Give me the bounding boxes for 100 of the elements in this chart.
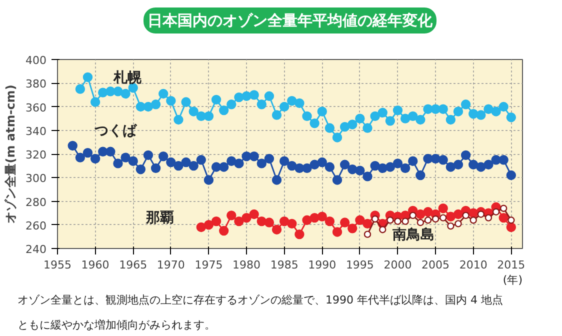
point: [402, 218, 409, 225]
x-tick-label: 2000: [384, 258, 412, 272]
point: [90, 154, 100, 164]
y-tick-label: 400: [26, 54, 47, 67]
x-tick-label: 1960: [81, 258, 110, 272]
point: [446, 114, 456, 125]
point: [158, 152, 168, 162]
x-tick-label: 2010: [459, 258, 488, 272]
point: [90, 97, 100, 107]
series-label: 南鳥島: [391, 226, 434, 243]
point: [462, 212, 470, 220]
point: [249, 90, 259, 100]
point: [272, 175, 282, 185]
point: [218, 226, 229, 236]
point: [340, 218, 350, 228]
point: [234, 216, 244, 226]
point: [294, 98, 304, 108]
point: [196, 222, 206, 232]
point: [416, 114, 426, 125]
y-tick-label: 340: [26, 124, 47, 138]
point: [355, 215, 365, 225]
point: [348, 120, 358, 130]
point: [355, 166, 365, 176]
point: [264, 218, 274, 228]
point: [294, 229, 304, 240]
point: [484, 104, 494, 114]
x-tick-label: 1985: [270, 258, 298, 272]
point: [386, 216, 394, 224]
point: [453, 106, 464, 116]
point: [204, 175, 214, 185]
point: [432, 215, 440, 223]
point: [460, 100, 471, 110]
point: [196, 155, 206, 165]
point: [362, 172, 372, 182]
y-tick-label: 380: [26, 78, 47, 91]
point: [143, 150, 154, 160]
point: [136, 164, 146, 174]
chart-title: 日本国内のオゾン全量年平均値の経年変化: [148, 12, 434, 30]
point: [174, 114, 184, 125]
point: [211, 216, 222, 226]
point: [166, 157, 176, 168]
point: [476, 110, 486, 120]
point: [75, 84, 86, 94]
point: [324, 216, 335, 226]
y-tick-label: 360: [26, 101, 47, 114]
point: [264, 91, 274, 101]
point: [500, 204, 508, 212]
point: [484, 160, 494, 170]
point: [506, 112, 516, 122]
point: [204, 111, 214, 122]
point: [438, 104, 448, 114]
point: [143, 102, 154, 112]
point: [211, 94, 222, 105]
point: [362, 123, 372, 133]
point: [302, 163, 312, 174]
point: [302, 215, 312, 225]
point: [400, 163, 410, 174]
point: [310, 160, 320, 170]
point: [424, 216, 432, 224]
x-tick-label: 1965: [119, 258, 148, 272]
point: [484, 214, 492, 222]
point: [181, 157, 191, 168]
point: [468, 108, 478, 119]
point: [446, 162, 456, 172]
point: [113, 86, 123, 96]
point: [506, 222, 516, 232]
point: [477, 210, 485, 218]
point: [408, 111, 418, 122]
x-axis-title: (年): [502, 274, 523, 286]
point: [468, 160, 478, 170]
point: [506, 170, 516, 180]
point: [362, 218, 372, 229]
point: [75, 152, 86, 162]
point: [324, 123, 335, 133]
point: [68, 140, 78, 151]
point: [113, 158, 123, 168]
point: [378, 108, 388, 118]
y-tick-label: 280: [26, 196, 47, 209]
point: [174, 160, 184, 171]
x-tick-label: 2005: [422, 258, 450, 272]
point: [150, 163, 161, 174]
point: [409, 212, 416, 220]
point: [249, 209, 259, 220]
point: [340, 160, 350, 170]
point: [120, 88, 130, 99]
point: [332, 132, 342, 142]
point: [498, 155, 508, 165]
point: [106, 146, 116, 156]
point: [423, 207, 433, 217]
point: [498, 102, 508, 112]
point: [166, 96, 176, 106]
x-tick-label: 1980: [232, 258, 261, 272]
point: [385, 162, 396, 172]
point: [476, 162, 486, 172]
point: [218, 162, 229, 172]
point: [287, 160, 297, 171]
y-tick-label: 260: [26, 219, 47, 232]
point: [226, 100, 236, 110]
point: [392, 158, 403, 168]
point: [491, 106, 501, 116]
